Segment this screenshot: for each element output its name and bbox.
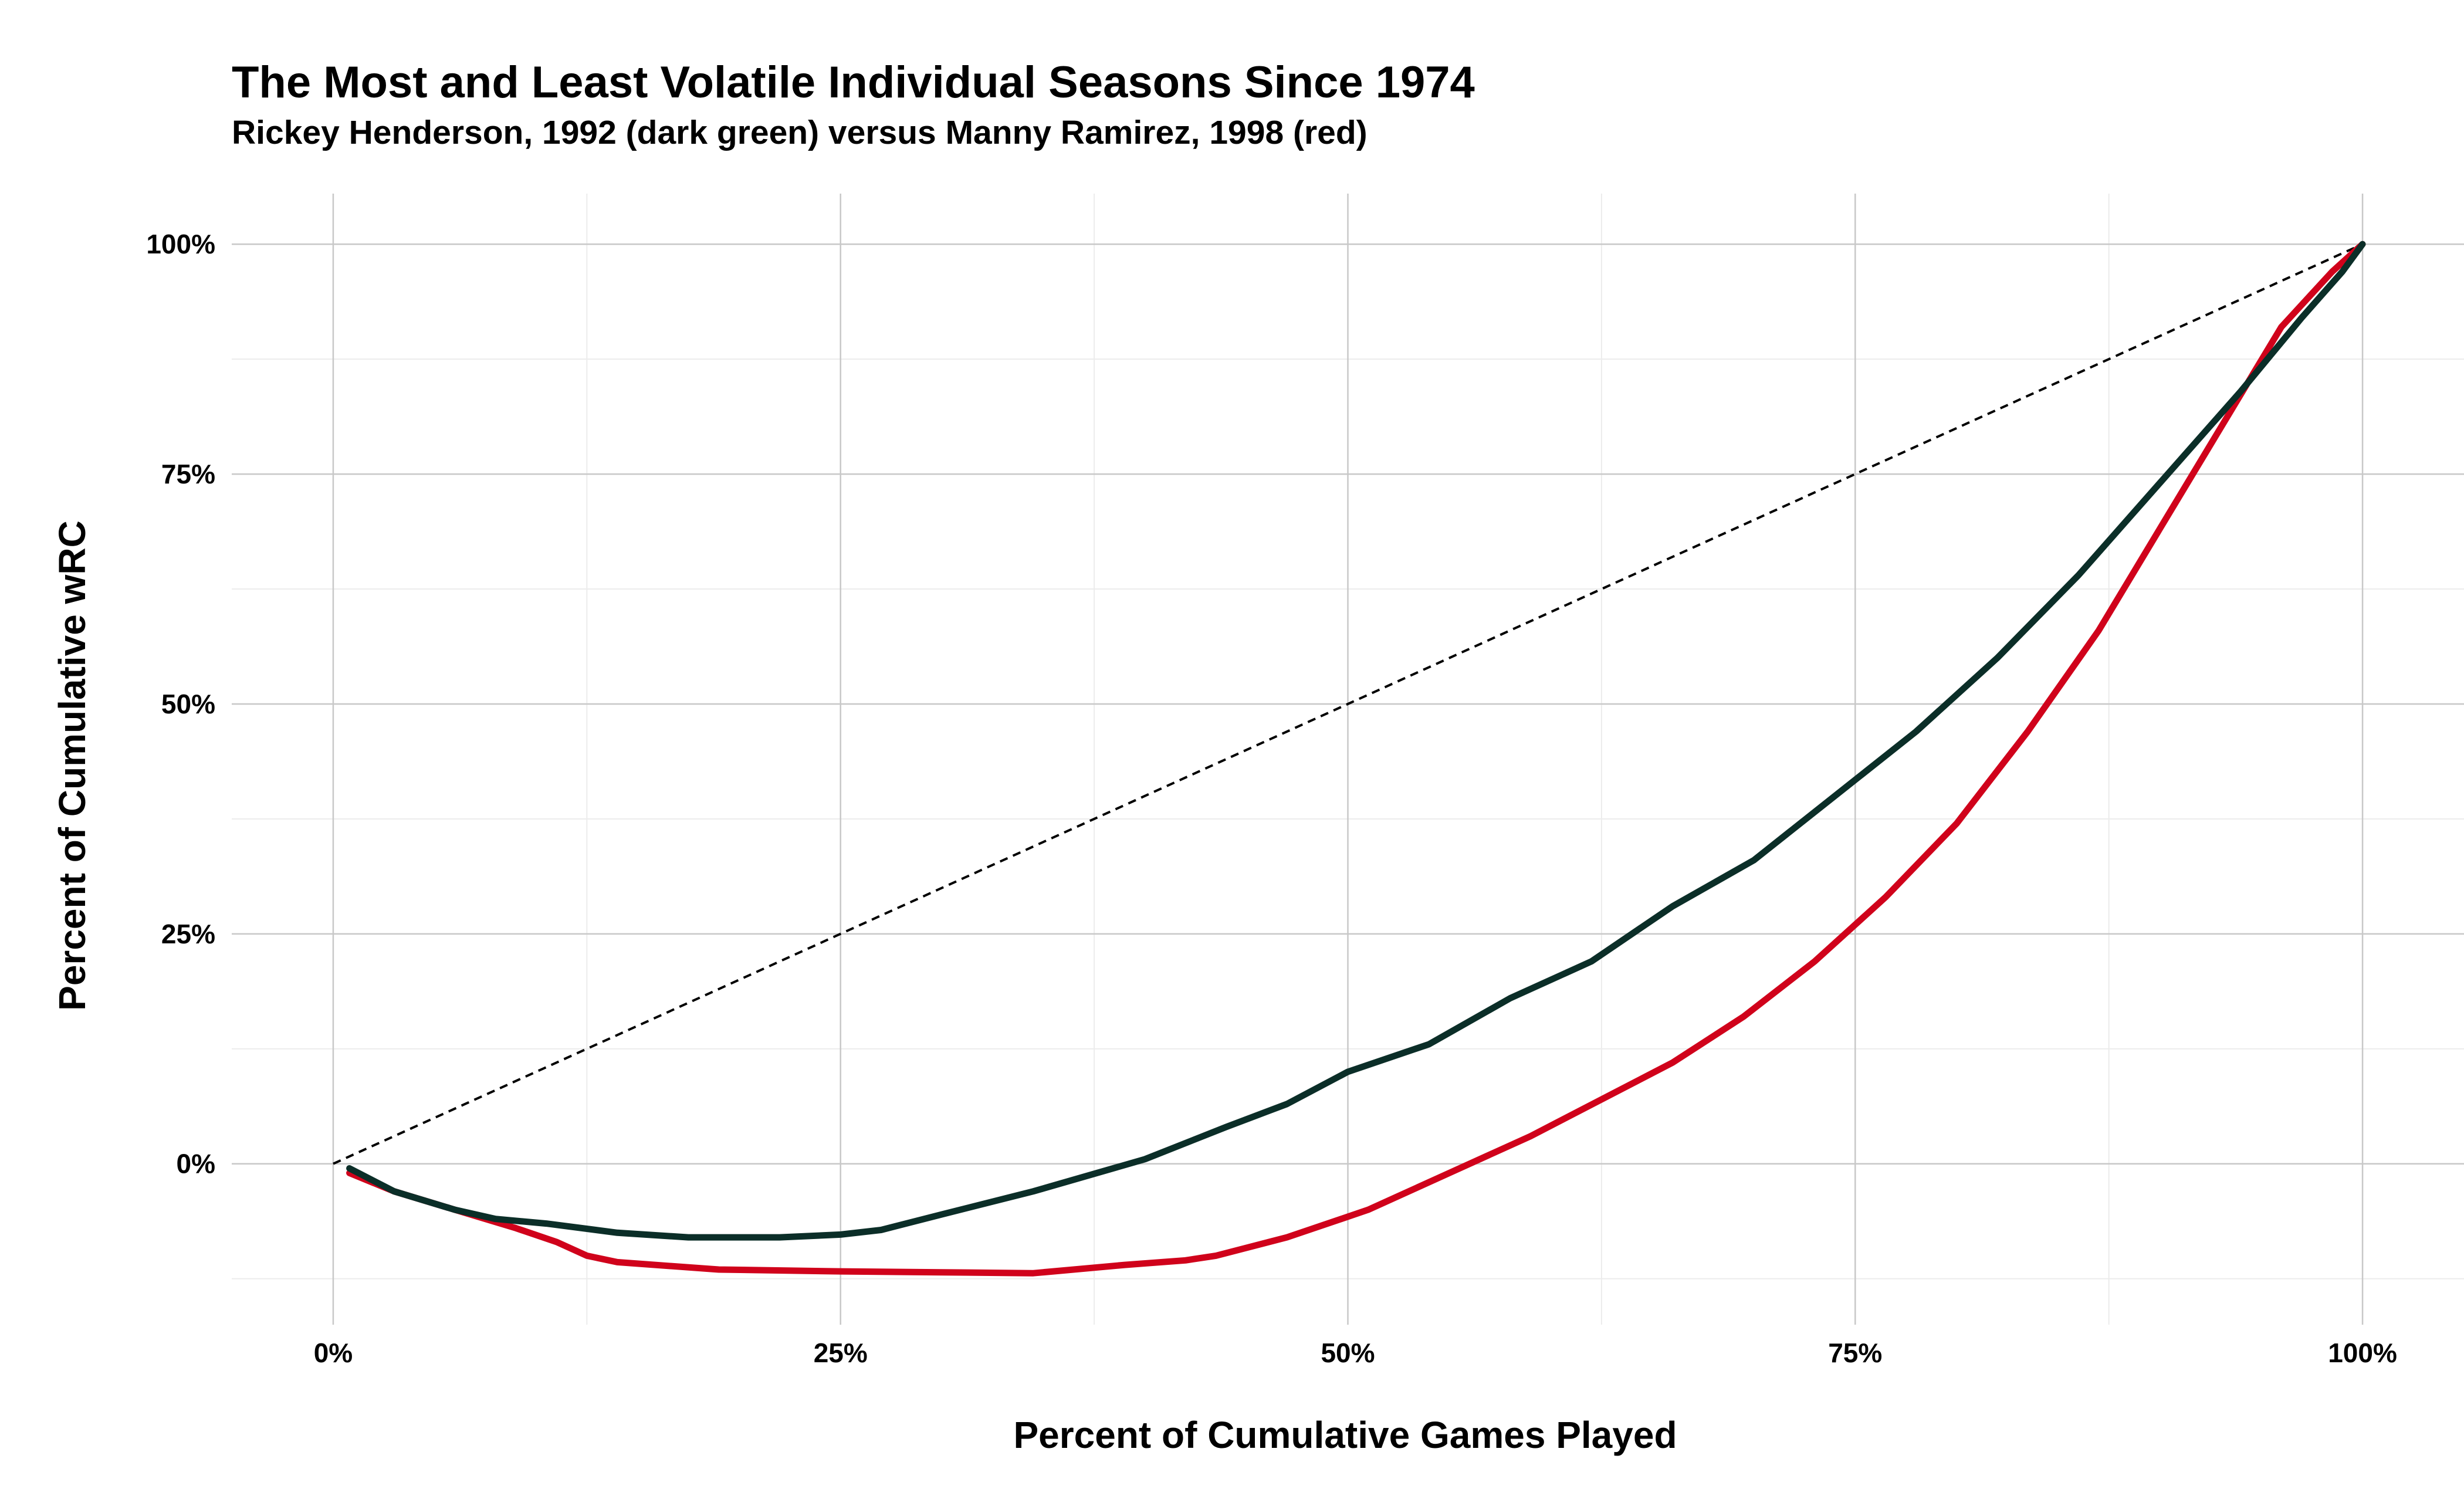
y-tick-label: 25% xyxy=(161,919,215,949)
series-line-0 xyxy=(346,241,2366,1277)
series-layer xyxy=(346,241,2366,1277)
grid xyxy=(232,194,2464,1325)
y-axis-title: Percent of Cumulative wRC xyxy=(51,520,93,1011)
chart-title: The Most and Least Volatile Individual S… xyxy=(232,57,1475,107)
chart-subtitle: Rickey Henderson, 1992 (dark green) vers… xyxy=(232,114,1368,151)
x-tick-label: 50% xyxy=(1321,1338,1375,1368)
y-tick-label: 75% xyxy=(161,459,215,489)
y-tick-label: 0% xyxy=(177,1149,215,1179)
reference-line xyxy=(333,243,2363,1165)
x-tick-label: 75% xyxy=(1828,1338,1882,1368)
x-tick-label: 25% xyxy=(814,1338,868,1368)
y-tick-label: 100% xyxy=(146,229,215,259)
tick-labels: 0% 25% 50% 75% 100% 0% 25% 50% 75% 100% xyxy=(146,229,2397,1368)
y-tick-label: 50% xyxy=(161,689,215,719)
x-axis-title: Percent of Cumulative Games Played xyxy=(1013,1414,1677,1456)
reference-line-layer xyxy=(333,243,2363,1165)
x-tick-label: 0% xyxy=(314,1338,353,1368)
x-tick-label: 100% xyxy=(2328,1338,2397,1368)
series-line-1 xyxy=(346,241,2366,1241)
